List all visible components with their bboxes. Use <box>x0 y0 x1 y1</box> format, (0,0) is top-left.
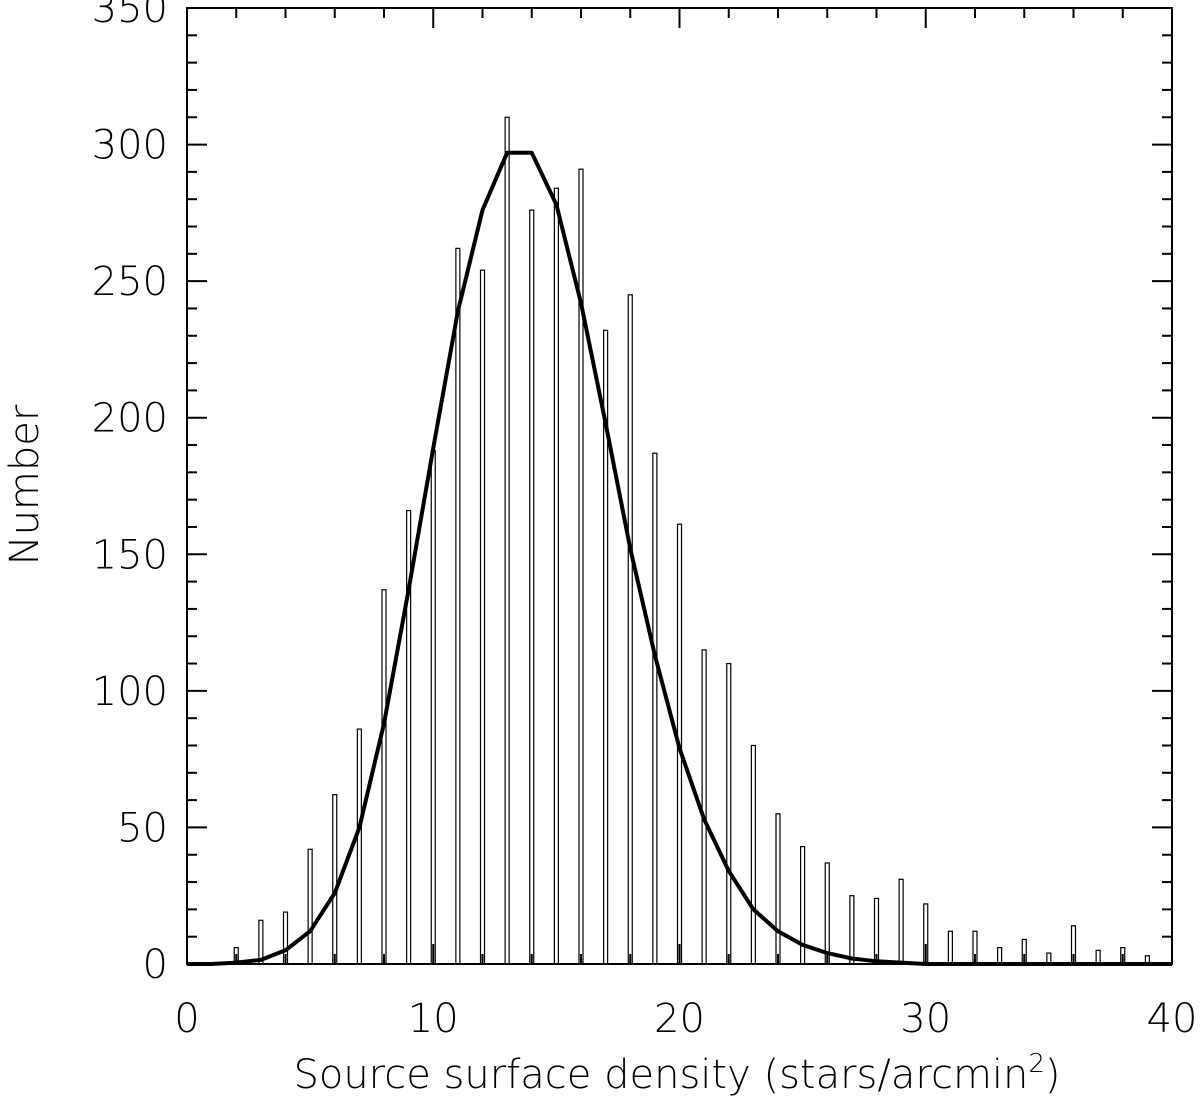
y-axis-label: Number <box>2 404 48 565</box>
histogram-bar <box>381 589 387 965</box>
x-tick-label: 30 <box>900 996 951 1042</box>
y-tick-label: 200 <box>92 396 168 442</box>
x-tick-label: 40 <box>1147 996 1198 1042</box>
x-tick-labels: 0 10 20 30 40 <box>174 996 1197 1042</box>
histogram-bar <box>356 728 362 965</box>
histogram-bar <box>726 662 732 965</box>
y-tick-label: 0 <box>143 942 168 988</box>
histogram-bar <box>504 116 510 965</box>
axis-ticks <box>186 7 1173 965</box>
histogram-bar <box>898 878 904 965</box>
histogram-bars <box>233 116 1150 965</box>
x-axis-label-main: Source surface density (stars/arcmin <box>293 1052 1028 1098</box>
plot-frame <box>186 7 1173 965</box>
x-tick-label: 0 <box>174 996 199 1042</box>
y-tick-label: 250 <box>92 259 168 305</box>
y-tick-labels: 0 50 100 150 200 250 300 350 <box>92 0 168 988</box>
histogram-bar <box>849 895 855 965</box>
histogram-bar <box>529 209 535 965</box>
histogram-bar <box>627 294 633 965</box>
histogram-bar <box>775 813 781 965</box>
histogram-bar <box>652 452 658 965</box>
x-tick-label: 20 <box>654 996 705 1042</box>
histogram-bar <box>997 947 1003 965</box>
histogram-bar <box>578 168 584 965</box>
y-tick-label: 300 <box>92 123 168 169</box>
histogram-bar <box>332 794 338 965</box>
histogram-bar <box>750 744 756 965</box>
histogram-bar <box>553 187 559 965</box>
histogram-bar <box>479 269 486 965</box>
x-axis-label-close: ) <box>1045 1052 1061 1098</box>
histogram-bar <box>430 449 436 965</box>
histogram-bar <box>824 862 830 965</box>
y-tick-label: 350 <box>92 0 168 32</box>
y-tick-label: 150 <box>92 532 168 578</box>
x-tick-label: 10 <box>408 996 459 1042</box>
histogram-bar <box>701 649 707 965</box>
histogram-bar <box>947 930 953 965</box>
x-axis-label-superscript: 2 <box>1028 1049 1045 1079</box>
y-tick-label: 100 <box>92 669 168 715</box>
fit-curve <box>187 150 1172 966</box>
histogram-bar <box>1095 949 1101 965</box>
y-tick-label: 50 <box>117 805 168 851</box>
histogram-bar <box>307 848 313 965</box>
x-axis-label: Source surface density (stars/arcmin2) <box>293 1049 1060 1098</box>
histogram-bar <box>455 247 461 965</box>
